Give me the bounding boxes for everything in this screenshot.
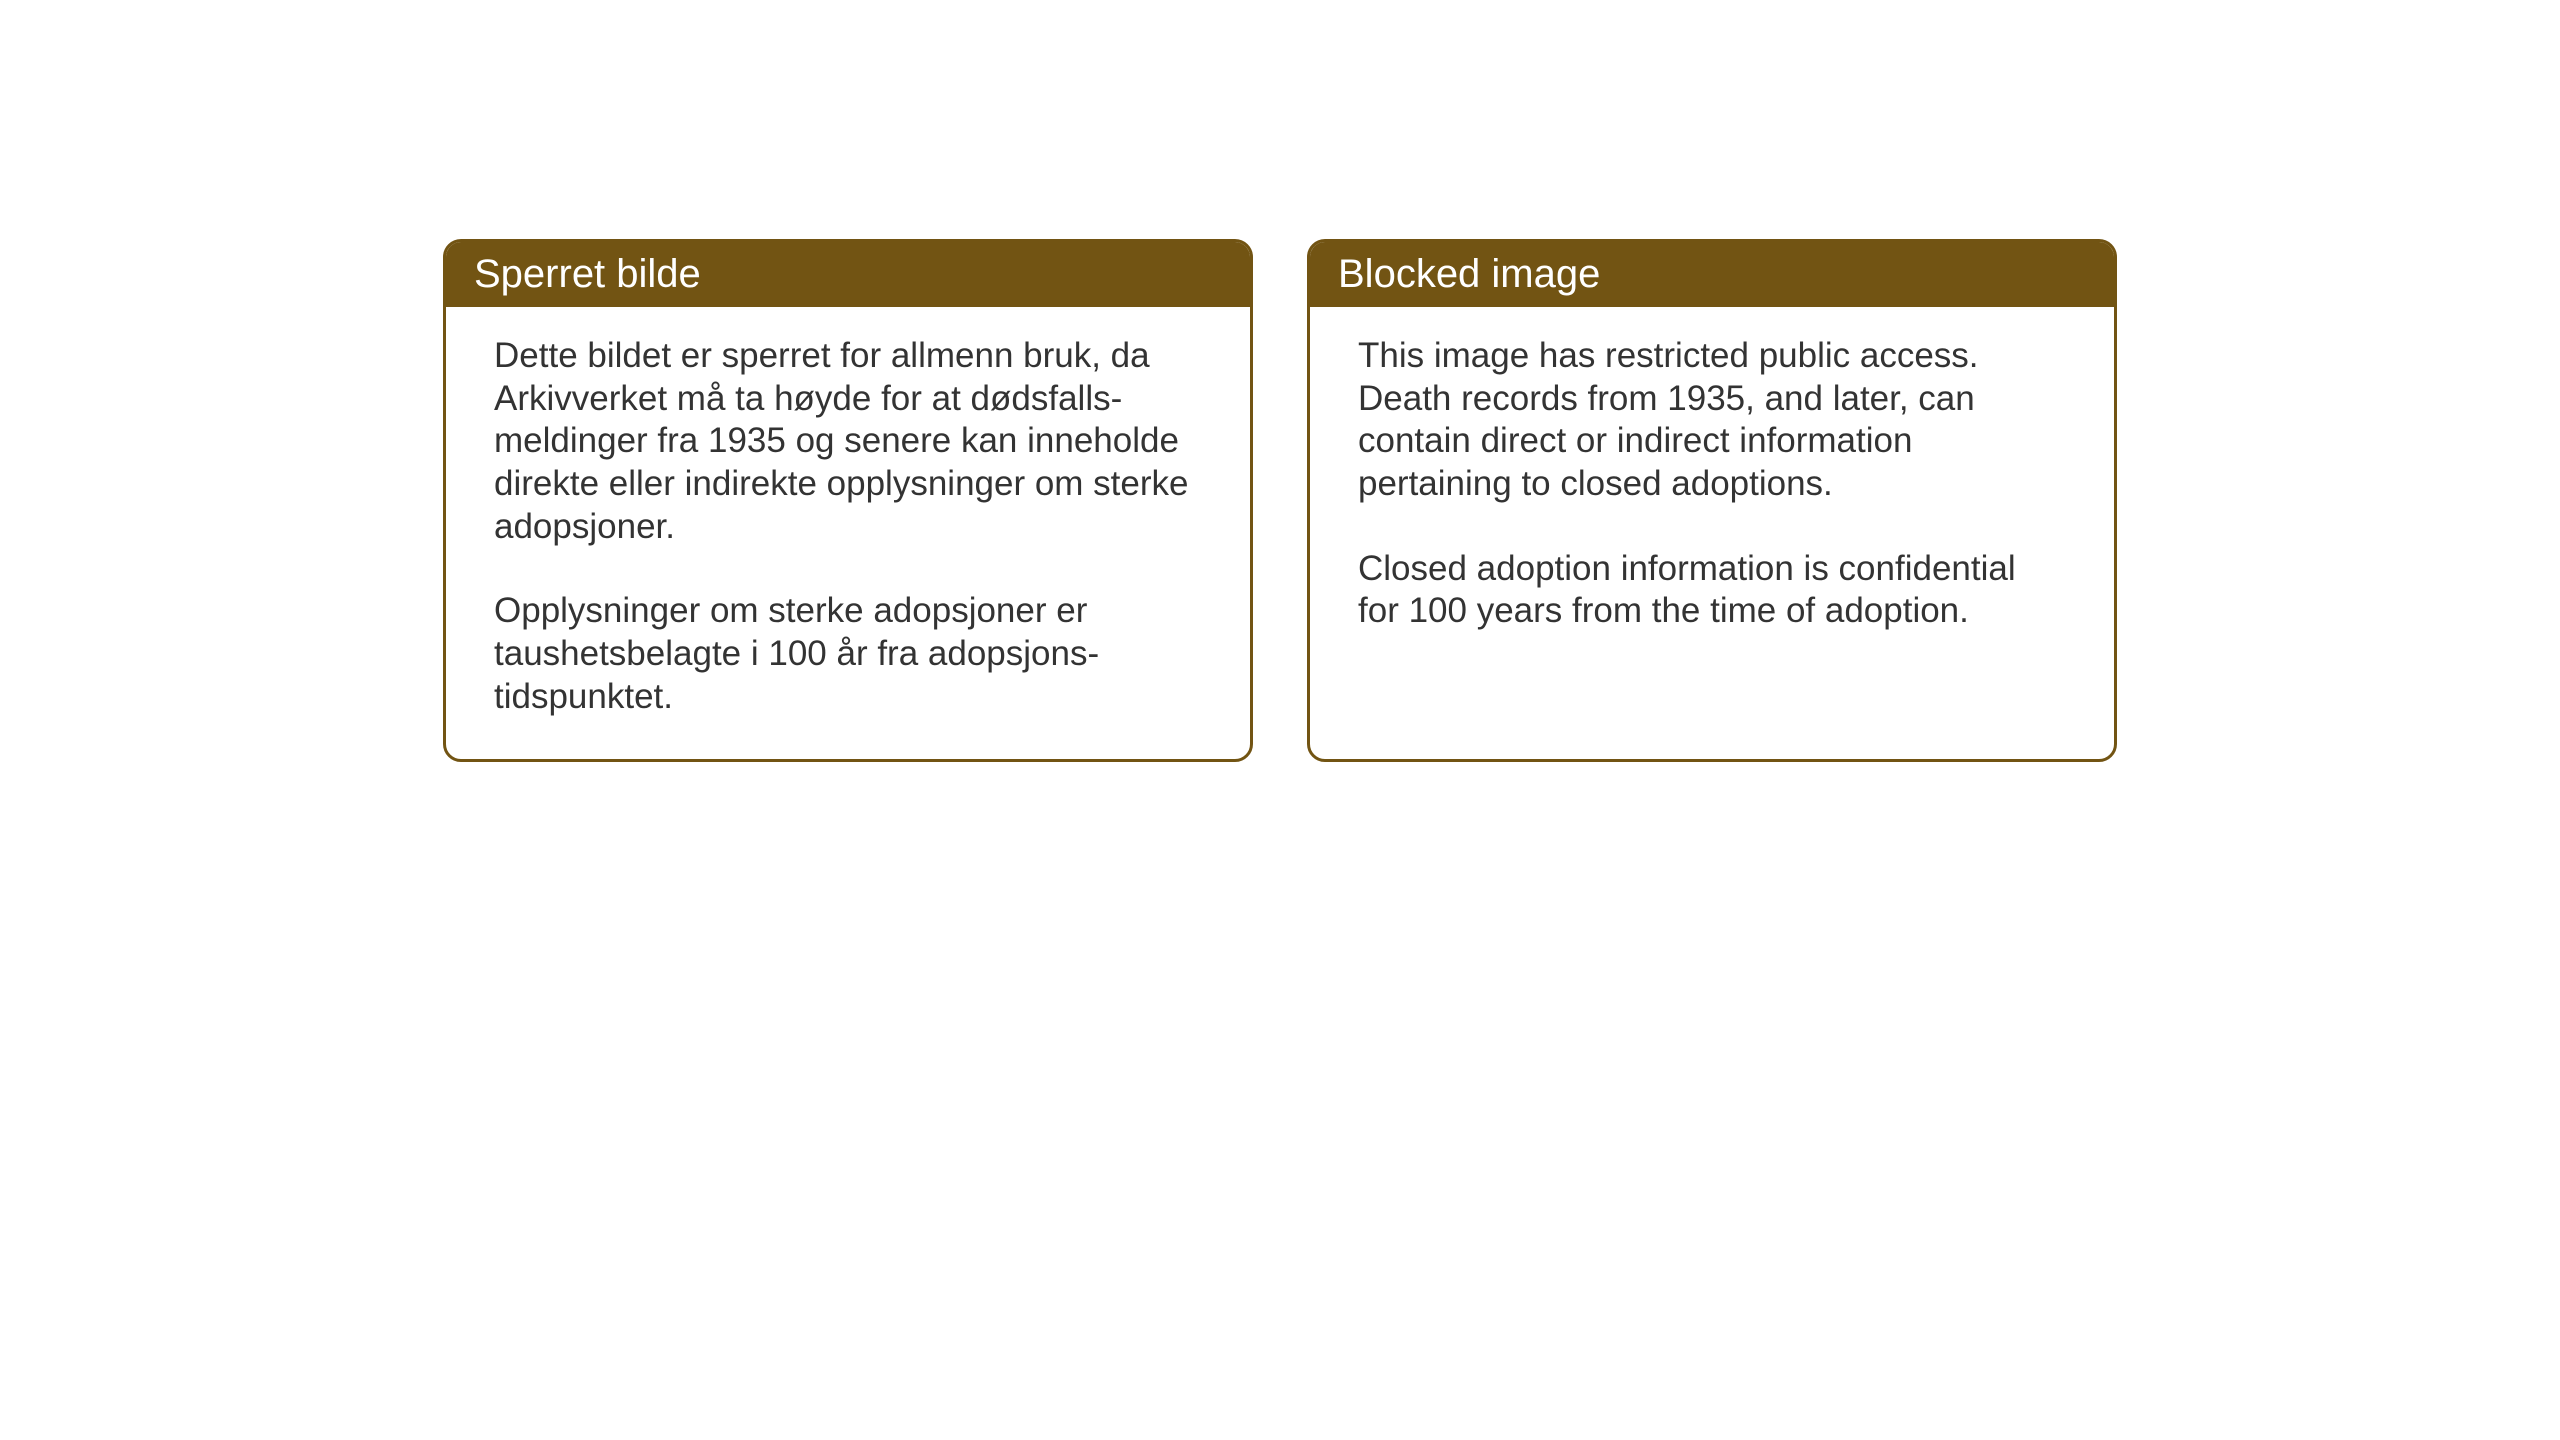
card-title-norwegian: Sperret bilde	[474, 252, 701, 296]
notice-card-english: Blocked image This image has restricted …	[1307, 239, 2117, 762]
card-header-norwegian: Sperret bilde	[446, 242, 1250, 307]
card-header-english: Blocked image	[1310, 242, 2114, 307]
card-paragraph-1-english: This image has restricted public access.…	[1358, 335, 2066, 506]
card-title-english: Blocked image	[1338, 252, 1600, 296]
card-paragraph-2-english: Closed adoption information is confident…	[1358, 548, 2066, 633]
card-paragraph-1-norwegian: Dette bildet er sperret for allmenn bruk…	[494, 335, 1202, 548]
card-body-english: This image has restricted public access.…	[1310, 307, 2114, 718]
notice-card-norwegian: Sperret bilde Dette bildet er sperret fo…	[443, 239, 1253, 762]
card-body-norwegian: Dette bildet er sperret for allmenn bruk…	[446, 307, 1250, 759]
card-paragraph-2-norwegian: Opplysninger om sterke adopsjoner er tau…	[494, 590, 1202, 718]
notice-cards-container: Sperret bilde Dette bildet er sperret fo…	[443, 239, 2117, 762]
